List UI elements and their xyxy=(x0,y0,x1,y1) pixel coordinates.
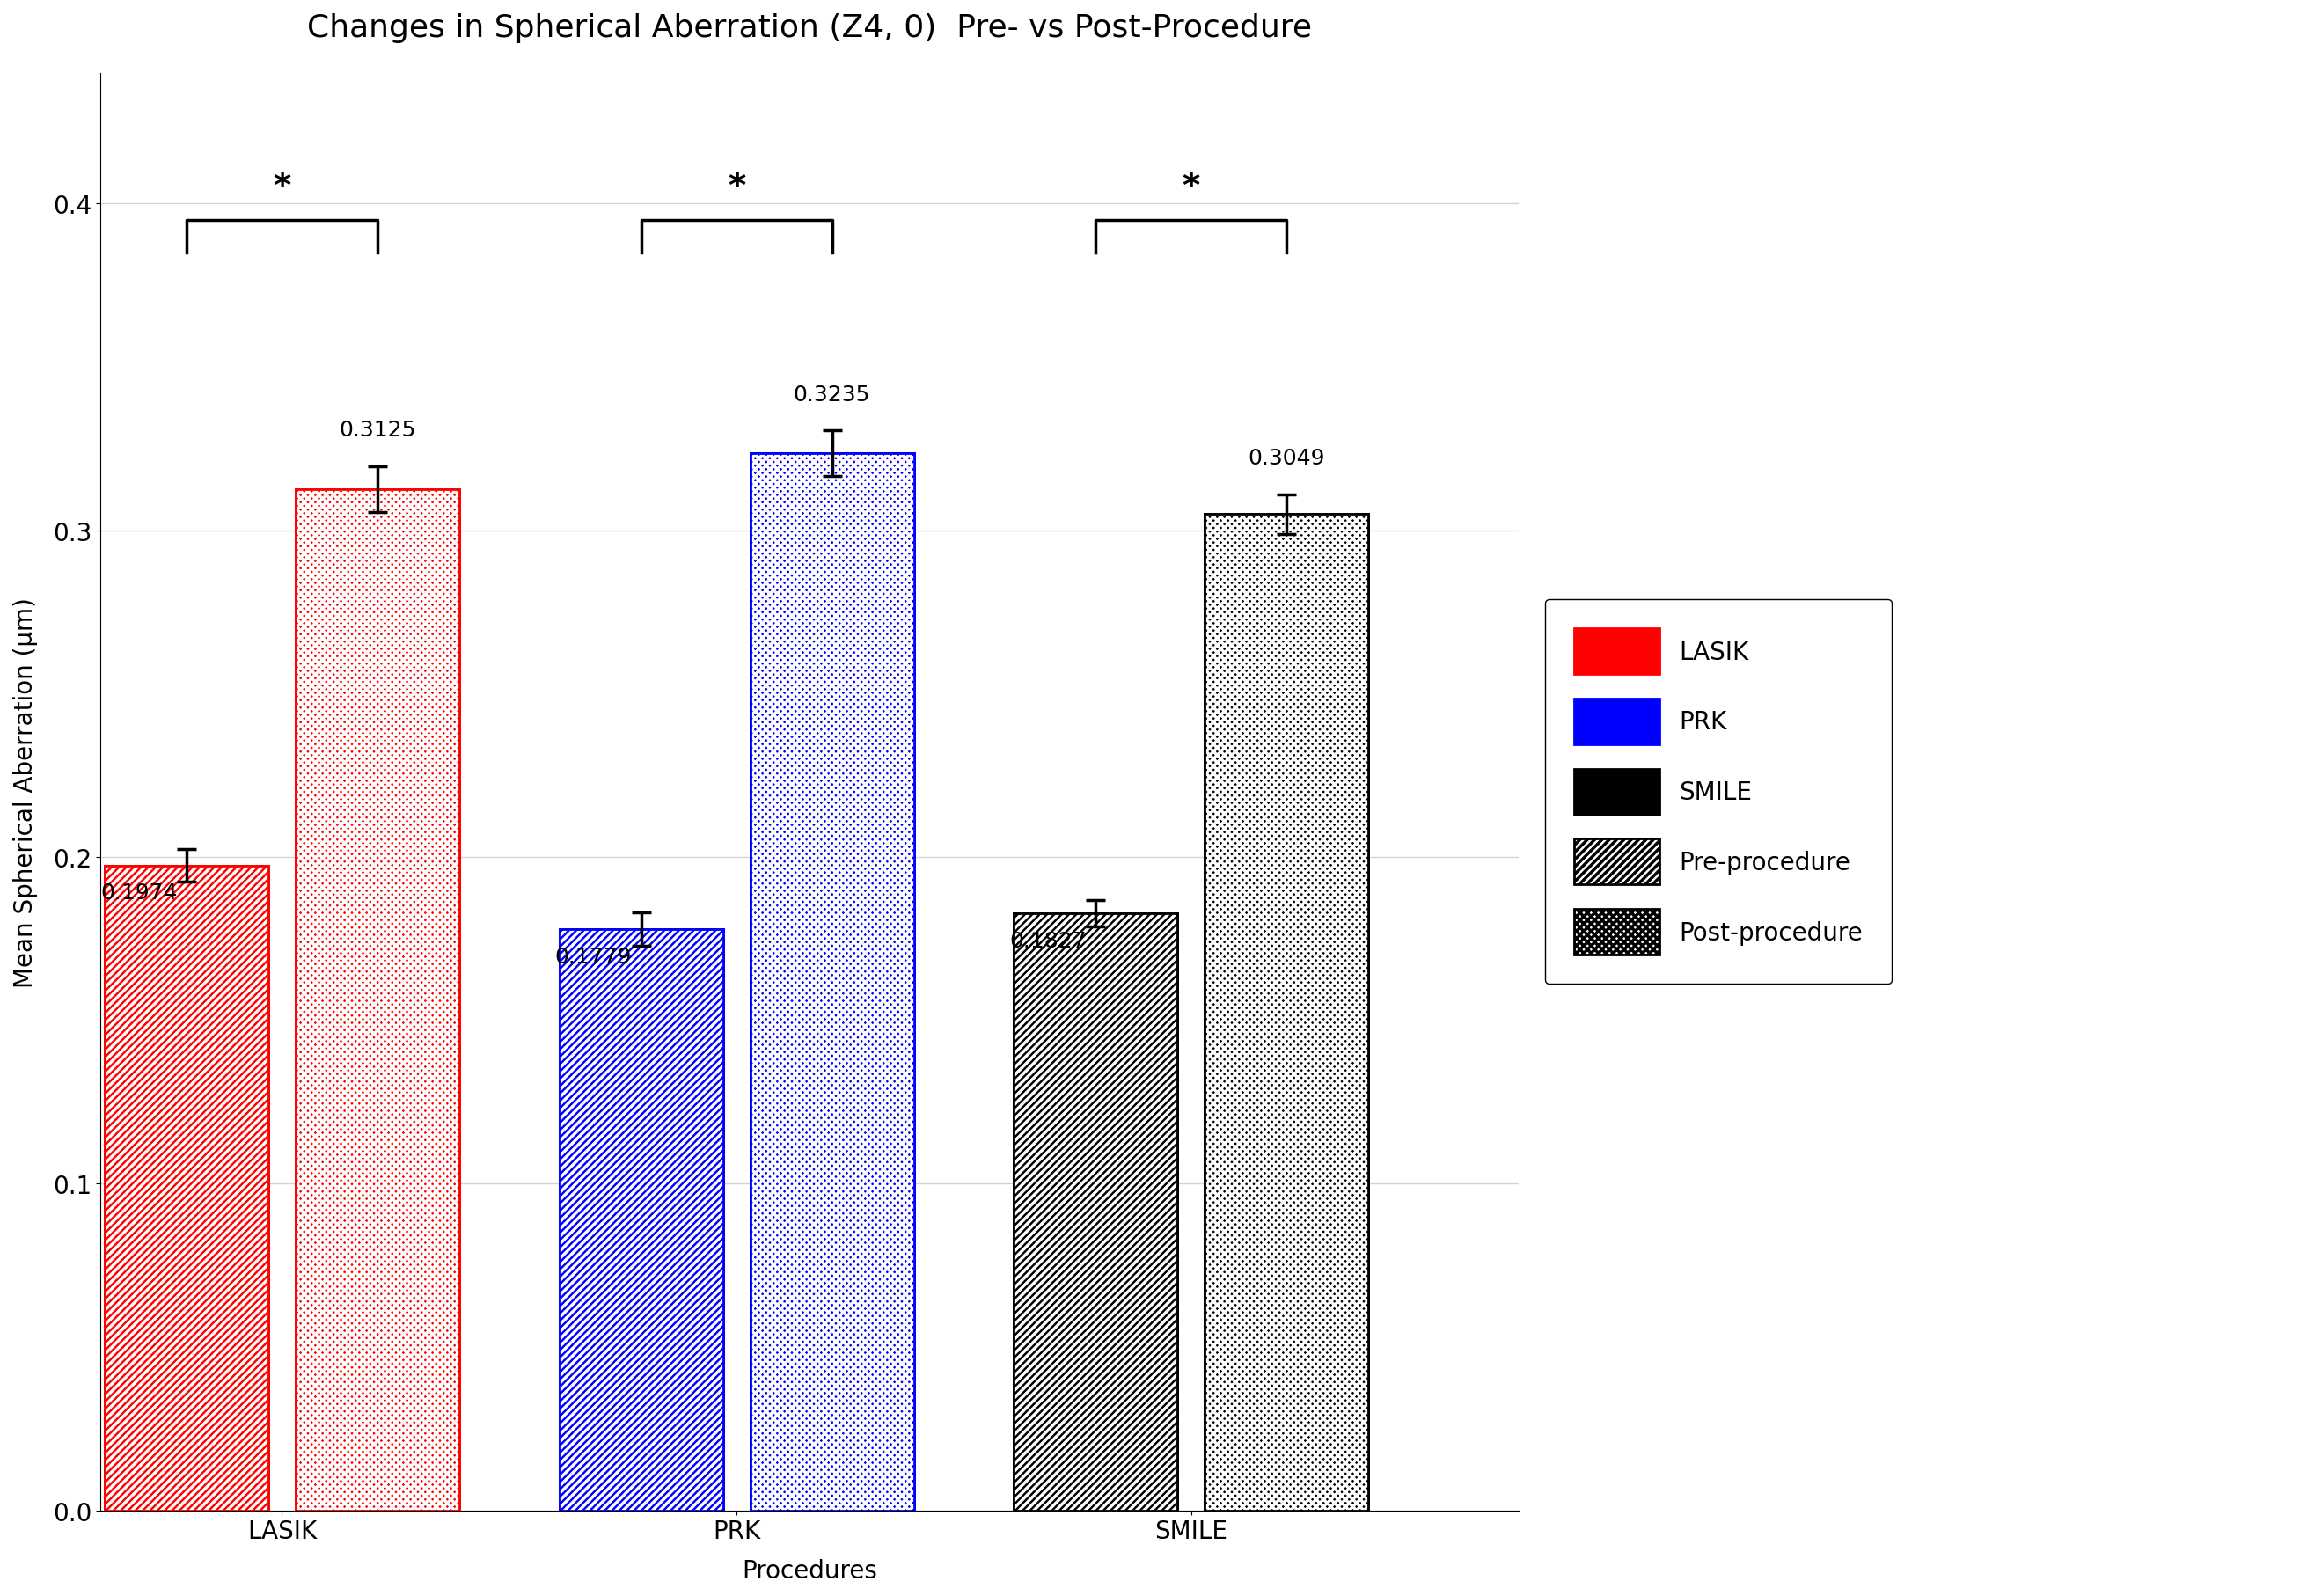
Bar xyxy=(559,929,722,1510)
Bar xyxy=(103,865,269,1510)
Title: Changes in Spherical Aberration (Z4, 0)  Pre- vs Post-Procedure: Changes in Spherical Aberration (Z4, 0) … xyxy=(306,13,1311,43)
Bar xyxy=(297,490,460,1510)
Bar xyxy=(559,929,722,1510)
Text: 0.3125: 0.3125 xyxy=(338,420,416,440)
Bar xyxy=(559,929,722,1510)
Bar xyxy=(750,453,913,1510)
X-axis label: Procedures: Procedures xyxy=(741,1558,876,1583)
Bar xyxy=(1014,915,1178,1510)
Text: 0.1974: 0.1974 xyxy=(101,883,177,903)
Text: *: * xyxy=(727,171,745,204)
Bar xyxy=(103,865,269,1510)
Text: 0.3235: 0.3235 xyxy=(793,385,869,405)
Bar xyxy=(297,490,460,1510)
Text: 0.3049: 0.3049 xyxy=(1249,448,1325,469)
Text: 0.1827: 0.1827 xyxy=(1010,930,1086,951)
Text: 0.1779: 0.1779 xyxy=(554,946,632,967)
Text: *: * xyxy=(1182,171,1201,204)
Y-axis label: Mean Spherical Aberration (μm): Mean Spherical Aberration (μm) xyxy=(14,597,37,986)
Bar xyxy=(1014,915,1178,1510)
Bar xyxy=(1205,516,1368,1510)
Bar xyxy=(103,865,269,1510)
Bar xyxy=(1205,516,1368,1510)
Bar xyxy=(750,453,913,1510)
Text: *: * xyxy=(274,171,290,204)
Bar xyxy=(750,453,913,1510)
Bar xyxy=(297,490,460,1510)
Legend: LASIK, PRK, SMILE, Pre-procedure, Post-procedure: LASIK, PRK, SMILE, Pre-procedure, Post-p… xyxy=(1546,600,1893,985)
Bar xyxy=(1014,915,1178,1510)
Bar xyxy=(1205,516,1368,1510)
